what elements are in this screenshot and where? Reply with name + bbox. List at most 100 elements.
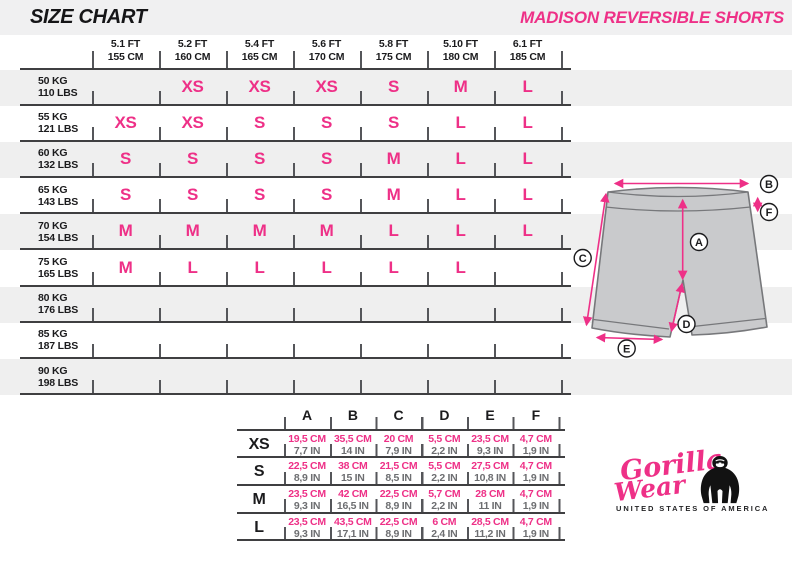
height-ft: 5.8 FT <box>378 38 409 50</box>
size-cell: S <box>387 76 400 96</box>
size-cell: S <box>119 148 132 168</box>
logo-subtitle: UNITED STATES OF AMERICA <box>616 504 770 513</box>
row-line <box>237 511 565 514</box>
weight-row: 50 KG 110 LBS XS XS XS S M L <box>0 69 792 106</box>
weight-lbs: 198 LBS <box>38 376 79 389</box>
height-ft: 5.10 FT <box>443 38 478 50</box>
grid-ticks <box>92 163 563 177</box>
grid-ticks <box>92 126 563 140</box>
measure-row: S 22,5 CM 38 CM 21,5 CM 5,5 CM 27,5 CM 4,7 CM… <box>237 458 565 486</box>
label-F: F <box>766 207 773 219</box>
measurements-table: A B C D E F XS 19,5 CM 35,5 CM 20 CM 5,5 CM… <box>237 405 565 545</box>
weight-kg: 50 KG <box>38 75 68 87</box>
measure-labels: A B C D E F <box>573 174 779 358</box>
weight-lbs: 154 LBS <box>38 231 79 244</box>
cm-value: 5,5 CM <box>428 460 461 473</box>
cm-value: 4,7 CM <box>519 487 552 500</box>
header-line <box>20 67 571 70</box>
grid-line <box>20 357 571 360</box>
cm-value: 21,5 CM <box>379 460 418 473</box>
cm-value: 23,5 CM <box>471 432 509 445</box>
cm-value: 5,7 CM <box>428 487 461 500</box>
grid-line <box>20 320 571 323</box>
weight-kg: 80 KG <box>38 292 68 305</box>
grid-ticks <box>92 380 563 394</box>
row-ticks <box>284 471 561 484</box>
header-ticks <box>92 51 563 68</box>
size-cell: L <box>455 221 466 241</box>
label-C: C <box>579 253 587 265</box>
size-cell: S <box>186 185 199 205</box>
grid-ticks <box>92 271 563 285</box>
weight-row: 90 KG 198 LBS <box>0 359 792 396</box>
cm-value: 19,5 CM <box>288 432 326 445</box>
grid-ticks <box>92 235 563 249</box>
label-D: D <box>683 319 691 331</box>
size-cell: S <box>320 148 333 168</box>
arrow-E <box>595 332 664 345</box>
size-cell: L <box>254 257 265 277</box>
cm-value: 20 CM <box>383 432 414 445</box>
size-label: XS <box>248 435 270 453</box>
measure-arrows <box>582 178 763 345</box>
weight-lbs: 165 LBS <box>38 268 79 280</box>
row-line <box>237 483 565 486</box>
height-ft: 5.2 FT <box>177 38 208 50</box>
size-label: L <box>254 518 264 536</box>
measure-column-header: E <box>485 407 495 423</box>
cm-value: 22,5 CM <box>288 460 326 473</box>
size-cell: S <box>320 185 333 205</box>
row-ticks <box>284 444 561 457</box>
shorts-shape <box>591 186 768 338</box>
header-bar: SIZE CHART MADISON REVERSIBLE SHORTS <box>0 0 792 35</box>
size-cell: L <box>522 112 533 132</box>
height-ft: 5.4 FT <box>244 38 275 50</box>
cm-value: 35,5 CM <box>334 432 372 445</box>
size-cell: L <box>522 221 533 241</box>
weight-lbs: 143 LBS <box>38 195 79 208</box>
size-label: S <box>253 463 265 481</box>
size-cell: L <box>455 148 466 168</box>
label-B: B <box>765 179 773 191</box>
size-cell: L <box>522 185 533 205</box>
row-line <box>237 539 565 542</box>
weight-lbs: 132 LBS <box>38 159 79 172</box>
size-cell: L <box>187 257 198 277</box>
grid-ticks <box>92 344 563 358</box>
size-cell: L <box>455 257 466 277</box>
row-ticks <box>284 499 561 512</box>
cm-value: 27,5 CM <box>471 460 509 473</box>
size-cell: S <box>320 112 333 132</box>
size-cell: L <box>522 76 533 96</box>
cm-value: 23,5 CM <box>288 487 326 500</box>
weight-kg: 70 KG <box>38 219 68 232</box>
weight-row: 55 KG 121 LBS XS XS S S S L L <box>0 106 792 142</box>
size-cell: L <box>388 257 399 277</box>
height-ft: 5.6 FT <box>311 38 342 50</box>
size-label: M <box>252 490 266 508</box>
size-cell: L <box>455 112 466 132</box>
size-cell: L <box>522 148 533 168</box>
size-cell: S <box>387 112 400 132</box>
size-cell: S <box>119 185 132 205</box>
cm-value: 4,7 CM <box>519 432 552 445</box>
weight-lbs: 176 LBS <box>38 304 79 317</box>
cm-value: 28 CM <box>475 487 505 500</box>
weight-kg: 65 KG <box>38 183 68 196</box>
weight-lbs: 121 LBS <box>38 123 79 136</box>
label-A: A <box>695 237 703 249</box>
size-cell: L <box>388 221 399 241</box>
gorilla-icon <box>700 455 740 504</box>
weight-kg: 55 KG <box>38 111 68 124</box>
cm-value: 5,5 CM <box>428 432 461 445</box>
table-header-ticks <box>284 417 561 429</box>
cm-value: 22,5 CM <box>379 515 418 528</box>
page-title: SIZE CHART <box>30 6 147 28</box>
weight-lbs: 187 LBS <box>38 340 79 353</box>
size-cell: S <box>253 185 266 205</box>
cm-value: 6 CM <box>432 515 457 528</box>
